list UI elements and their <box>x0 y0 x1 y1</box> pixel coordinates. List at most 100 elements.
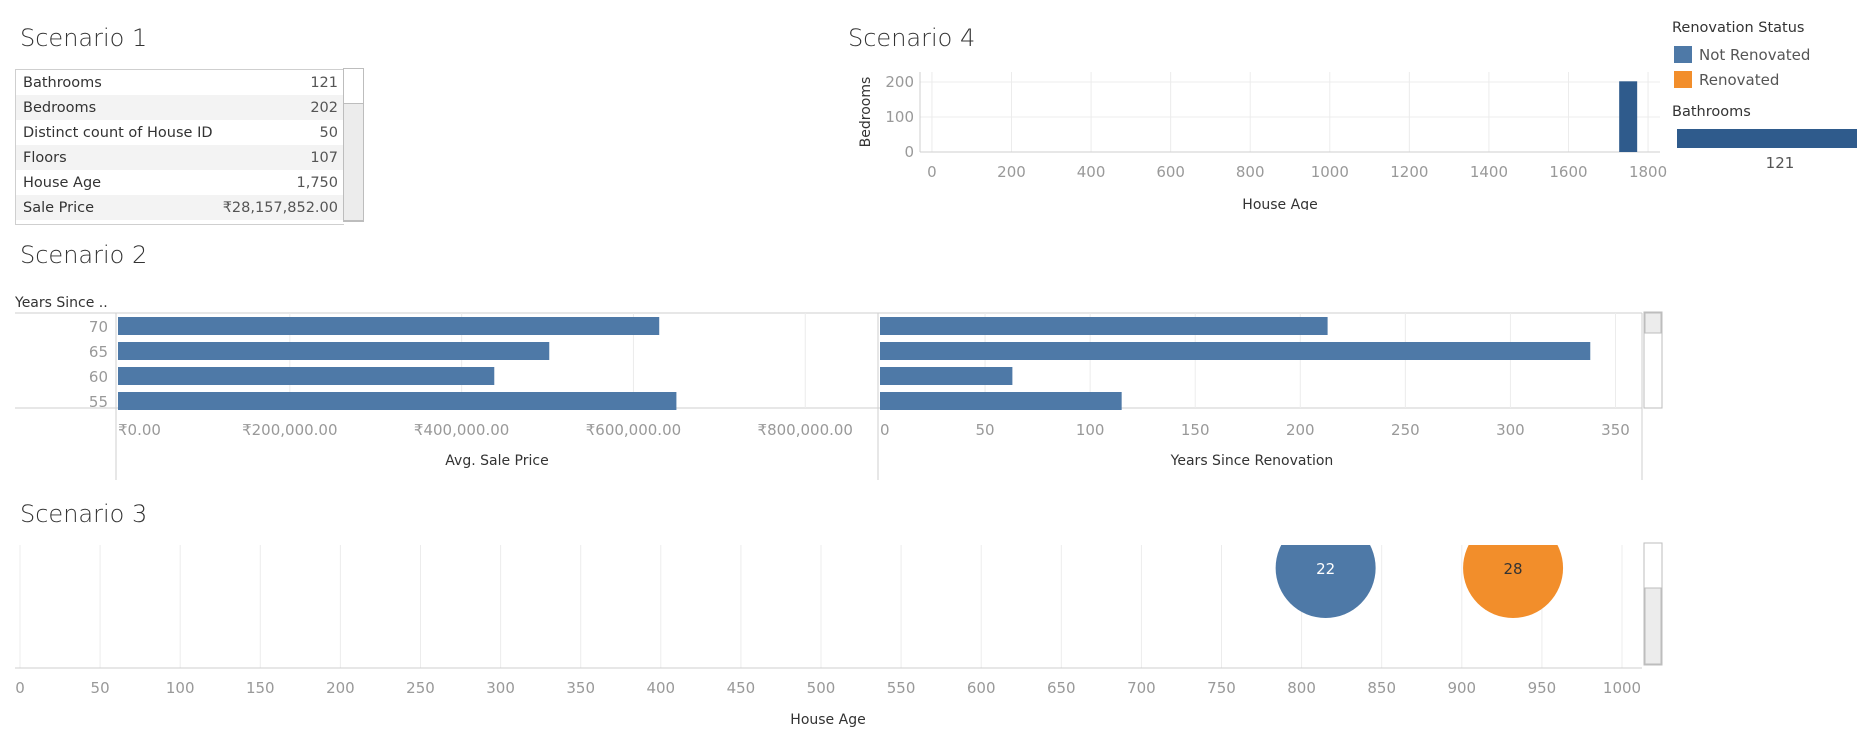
bar <box>1619 81 1638 152</box>
x-tick-label: 400 <box>646 679 675 697</box>
x-axis-title: Avg. Sale Price <box>445 453 548 469</box>
legend: Renovation Status Not Renovated Renovate… <box>1672 20 1862 120</box>
bar <box>880 317 1328 335</box>
legend-item-not-renovated[interactable]: Not Renovated <box>1672 42 1862 67</box>
bar <box>118 342 550 360</box>
x-tick-label: 650 <box>1047 679 1076 697</box>
bar <box>880 367 1013 385</box>
x-axis-title: Years Since Renovation <box>1170 453 1334 469</box>
x-tick-label: 150 <box>246 679 275 697</box>
x-tick-label: 900 <box>1447 679 1476 697</box>
bathrooms-bar <box>1677 129 1857 148</box>
row-label: Distinct count of House ID <box>23 124 213 141</box>
x-tick-label: 100 <box>1076 421 1105 439</box>
legend-swatch <box>1674 71 1692 88</box>
plot-clip: 22 28 <box>1275 545 1564 618</box>
table-row: Sale Price ₹28,157,852.00 <box>16 195 344 220</box>
x-tick-label: 100 <box>166 679 195 697</box>
row-label: Bathrooms <box>23 74 102 91</box>
x-axis-title: House Age <box>790 712 865 728</box>
bathrooms-title: Bathrooms <box>1672 104 1751 120</box>
legend-title: Renovation Status <box>1672 20 1805 36</box>
scenario-1-title: Scenario 1 <box>20 24 148 52</box>
row-label: Bedrooms <box>23 99 97 116</box>
bar <box>118 317 660 335</box>
scrollbar-thumb[interactable] <box>344 103 363 221</box>
table-row: Floors 107 <box>16 145 344 170</box>
bathrooms-size-legend <box>1677 129 1857 148</box>
bubble <box>1275 545 1376 618</box>
scenario-3-title: Scenario 3 <box>20 500 148 528</box>
row-value: 121 <box>310 74 338 91</box>
row-label: 60 <box>89 368 108 386</box>
x-tick-label: 600 <box>1156 163 1185 181</box>
scrollbar-thumb <box>1644 312 1662 334</box>
legend-item-renovated[interactable]: Renovated <box>1672 67 1862 92</box>
x-tick-label: 0 <box>15 679 25 697</box>
x-tick-label: 450 <box>727 679 756 697</box>
row-header: Years Since .. <box>14 295 108 311</box>
x-tick-label: 800 <box>1287 679 1316 697</box>
x-tick-label: ₹200,000.00 <box>242 421 337 439</box>
table-row: Bedrooms 202 <box>16 95 344 120</box>
x-tick-label: ₹800,000.00 <box>758 421 853 439</box>
x-tick-label: 600 <box>967 679 996 697</box>
row-label: House Age <box>23 174 102 191</box>
x-tick-label: 1200 <box>1390 163 1428 181</box>
x-tick-label: 700 <box>1127 679 1156 697</box>
bubble-label: 22 <box>1316 560 1335 578</box>
x-tick-label: 200 <box>1286 421 1315 439</box>
x-tick-label: 350 <box>1601 421 1630 439</box>
scenario-4-title: Scenario 4 <box>848 24 976 52</box>
scenario-4-chart: 0 200 400 600 800 1000 1200 1400 1600 18002001000… <box>858 72 1667 210</box>
table-row: Bathrooms 121 <box>16 70 344 95</box>
x-tick-label: 200 <box>326 679 355 697</box>
x-axis-title: House Age <box>1242 197 1317 210</box>
scenario-2-title: Scenario 2 <box>20 241 148 269</box>
x-tick-label: 0 <box>927 163 937 181</box>
legend-label: Not Renovated <box>1699 45 1811 64</box>
x-tick-label: 300 <box>486 679 515 697</box>
x-tick-label: 300 <box>1496 421 1525 439</box>
x-tick-label: 0 <box>880 421 890 439</box>
y-tick-label: 200 <box>885 73 914 91</box>
x-tick-label: 250 <box>406 679 435 697</box>
bar <box>118 367 495 385</box>
scenario-2-scrollbar[interactable] <box>1643 311 1663 409</box>
x-tick-label: 50 <box>91 679 110 697</box>
legend-label: Renovated <box>1699 70 1780 89</box>
y-tick-label: 0 <box>904 143 914 161</box>
x-tick-label: 1000 <box>1603 679 1641 697</box>
row-label: 70 <box>89 318 108 336</box>
x-tick-label: ₹600,000.00 <box>586 421 681 439</box>
bubble <box>1463 545 1564 618</box>
x-tick-label: 200 <box>997 163 1026 181</box>
x-tick-label: 1400 <box>1470 163 1508 181</box>
x-tick-label: 150 <box>1181 421 1210 439</box>
scrollbar-thumb <box>1644 587 1662 665</box>
bar <box>880 342 1591 360</box>
x-tick-label: 750 <box>1207 679 1236 697</box>
x-tick-label: 550 <box>887 679 916 697</box>
row-value: 1,750 <box>296 174 338 191</box>
table-row: House Age 1,750 <box>16 170 344 195</box>
scenario-1-table: Bathrooms 121 Bedrooms 202 Distinct count of… <box>15 69 344 225</box>
x-tick-label: 800 <box>1236 163 1265 181</box>
x-tick-label: ₹0.00 <box>118 421 161 439</box>
x-tick-label: 250 <box>1391 421 1420 439</box>
table-row: Distinct count of House ID 50 <box>16 120 344 145</box>
scenario-1-scrollbar[interactable] <box>343 68 364 222</box>
legend-swatch <box>1674 46 1692 63</box>
x-tick-label: 50 <box>976 421 995 439</box>
bathrooms-value: 121 <box>1765 154 1795 172</box>
y-axis-title: Bedrooms <box>858 77 874 148</box>
bar <box>880 392 1122 410</box>
row-label: Sale Price <box>23 199 95 216</box>
row-value: 107 <box>310 149 338 166</box>
row-value: 202 <box>310 99 338 116</box>
x-tick-label: ₹400,000.00 <box>414 421 509 439</box>
x-tick-label: 1000 <box>1311 163 1349 181</box>
x-tick-label: 950 <box>1528 679 1557 697</box>
scenario-3-chart: 0 50 100 150 200 250 300 350 400 450 500 550 600 650 7… <box>15 542 1663 728</box>
row-value: ₹28,157,852.00 <box>222 199 338 216</box>
